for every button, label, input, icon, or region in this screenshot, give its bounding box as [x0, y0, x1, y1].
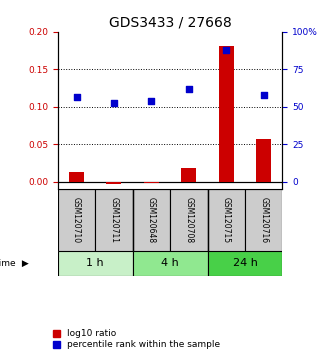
Bar [144, 182, 159, 183]
Bar [256, 139, 271, 182]
Bar [58, 189, 95, 251]
Text: GSM120710: GSM120710 [72, 197, 81, 243]
Legend: log10 ratio, percentile rank within the sample: log10 ratio, percentile rank within the … [53, 329, 220, 349]
Text: time: time [0, 259, 16, 268]
Text: 1 h: 1 h [86, 258, 104, 268]
Bar [69, 172, 84, 182]
Text: ▶: ▶ [19, 259, 29, 268]
Text: GSM120715: GSM120715 [222, 197, 231, 243]
Point [186, 86, 191, 92]
Bar [170, 189, 208, 251]
Text: GSM120708: GSM120708 [184, 197, 193, 243]
Title: GDS3433 / 27668: GDS3433 / 27668 [109, 15, 231, 29]
Text: 24 h: 24 h [233, 258, 257, 268]
Bar [133, 251, 208, 276]
Bar [219, 46, 234, 182]
Point [149, 98, 154, 104]
Text: GSM120716: GSM120716 [259, 197, 268, 243]
Point [74, 94, 79, 100]
Bar [181, 168, 196, 182]
Bar [95, 189, 133, 251]
Bar [107, 182, 121, 184]
Bar [133, 189, 170, 251]
Text: 4 h: 4 h [161, 258, 179, 268]
Point [224, 47, 229, 53]
Point [111, 100, 117, 106]
Bar [208, 251, 282, 276]
Bar [245, 189, 282, 251]
Bar [58, 251, 133, 276]
Text: GSM120648: GSM120648 [147, 197, 156, 243]
Bar [208, 189, 245, 251]
Text: GSM120711: GSM120711 [109, 197, 118, 243]
Point [261, 93, 266, 98]
